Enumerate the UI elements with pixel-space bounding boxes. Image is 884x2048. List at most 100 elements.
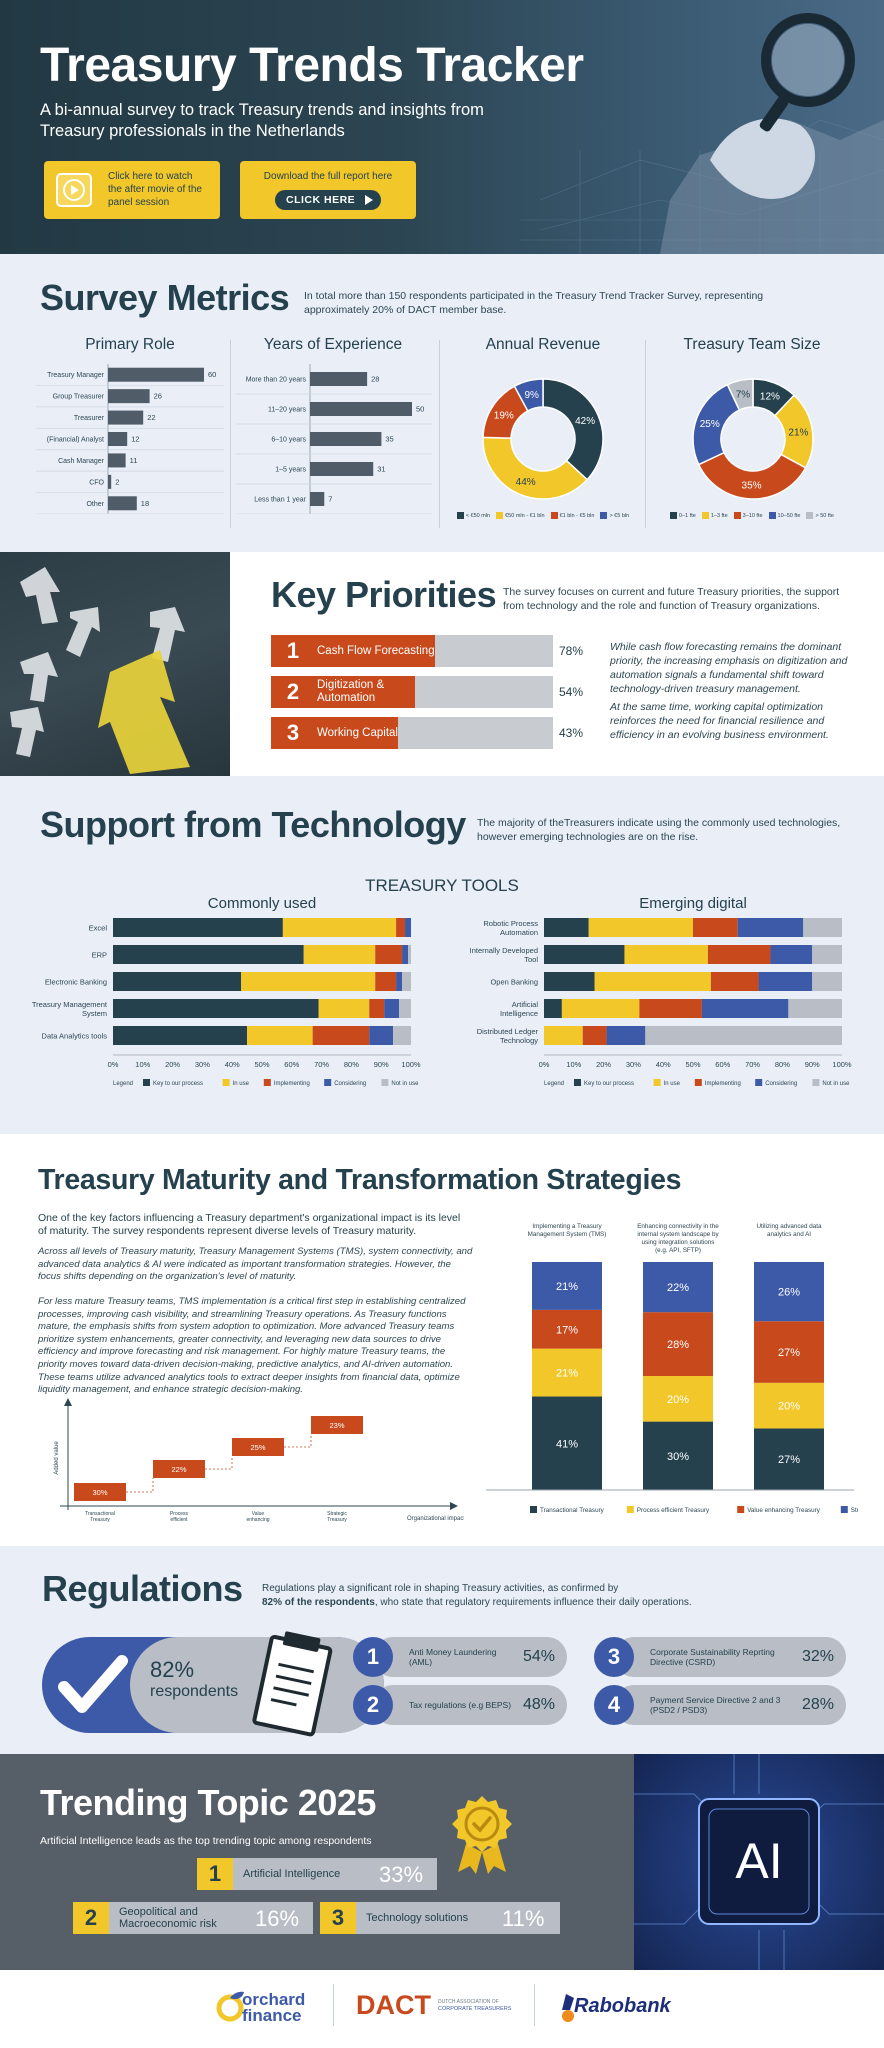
tick-label: 70% (314, 1060, 329, 1069)
priority-number: 1 (281, 635, 305, 667)
click-here-pill[interactable]: CLICK HERE (275, 190, 381, 210)
slice-label: 44% (516, 477, 536, 488)
legend-swatch (812, 1079, 820, 1086)
bar-label: 6–10 years (271, 437, 306, 444)
trending-number: 3 (320, 1902, 356, 1934)
trending-section: Trending Topic 2025 Artificial Intellige… (0, 1754, 884, 1970)
donut-slice (482, 436, 589, 500)
divider (645, 340, 646, 528)
team-size-legend: 0–1 fte 1–3 fte 3–10 fte 10–50 fte > 50 fte (652, 512, 852, 519)
trending-title: Trending Topic 2025 (40, 1782, 376, 1823)
experience-title: Years of Experience (263, 336, 403, 353)
legend-title: Legend (544, 1081, 564, 1087)
stacked-bar-segment (532, 1309, 602, 1349)
footer-logos: orchard finance DACT DUTCH ASSOCIATION O… (0, 1970, 884, 2042)
orchard-finance-logo: orchard finance (216, 1986, 316, 2026)
priority-percent: 43% (559, 726, 584, 740)
segment-label: 22% (667, 1282, 689, 1294)
stacked-bar-segment (544, 999, 562, 1018)
legend-swatch (670, 512, 677, 519)
stacked-bar-segment (113, 1026, 248, 1045)
stacked-bar-segment (588, 918, 693, 937)
bar-label: Treasury Manager (47, 372, 105, 379)
bar-value: 28 (371, 375, 379, 384)
dact-text: DACT (356, 1990, 431, 2020)
stacked-bar-segment (113, 945, 304, 964)
tick-label: 80% (775, 1060, 790, 1069)
regulations-desc-text: Regulations play a significant role in s… (262, 1583, 619, 1594)
segment-label: 26% (778, 1287, 800, 1299)
stacked-bar-segment (318, 999, 370, 1018)
regulation-pill (373, 1637, 567, 1677)
stacked-bar-segment (544, 972, 595, 991)
bar-value: 11 (130, 456, 138, 465)
stacked-bar-segment (532, 1348, 602, 1397)
stacked-bar-segment (770, 945, 813, 964)
stacked-bar-segment (707, 945, 771, 964)
segment-label: 28% (667, 1339, 689, 1351)
legend-item: 3–10 fte (733, 512, 763, 519)
tick-label: 40% (225, 1060, 240, 1069)
category-label: Open Banking (490, 978, 538, 987)
watch-video-label: Click here to watch the after movie of t… (108, 171, 202, 208)
trending-percent: 33% (379, 1862, 424, 1887)
category-label: Data Analytics tools (42, 1032, 108, 1041)
stacked-bar-segment (645, 1026, 842, 1045)
stair-connector (126, 1478, 154, 1493)
bar-value: 60 (208, 370, 216, 379)
stacked-bar-segment (544, 945, 625, 964)
regulation-percent: 54% (523, 1648, 556, 1665)
bar-label: Other (86, 501, 104, 508)
revenue-donut-chart: 42% 44% 19% 9% (482, 378, 604, 500)
trending-number: 1 (197, 1858, 233, 1890)
document-icon (252, 1631, 333, 1737)
donut-slice (542, 378, 604, 481)
legend-label: Key to our process (584, 1081, 634, 1087)
donut-slice (726, 378, 754, 412)
page-title: Treasury Trends Tracker (40, 39, 584, 92)
legend-item: > €5 bln (600, 512, 629, 519)
primary-role-chart: Treasury Manager 60 Group Treasurer 26 Treas… (36, 364, 224, 514)
bar (108, 453, 126, 468)
tick-label: 100% (401, 1060, 421, 1069)
primary-role-title: Primary Role (85, 336, 175, 353)
legend-label: 1–3 fte (710, 512, 728, 519)
legend-item: 10–50 fte (768, 512, 800, 519)
click-here-label: CLICK HERE (286, 194, 356, 206)
legend-swatch (530, 1506, 537, 1513)
column-title: Utilizing advanced data (756, 1223, 822, 1230)
chart-title: Emerging digital (639, 895, 747, 912)
checkmark-icon (58, 1655, 128, 1713)
ai-chip-label: AI (735, 1833, 783, 1889)
tick-label: 50% (685, 1060, 700, 1069)
watch-video-button[interactable]: Click here to watch the after movie of t… (44, 161, 220, 219)
regulation-label: Corporate Sustainability Reprting Direct… (650, 1647, 775, 1667)
legend-swatch (600, 512, 608, 519)
legend-label: < €50 mln (465, 512, 491, 519)
divider (230, 340, 231, 528)
stacked-bar-segment (643, 1376, 713, 1422)
legend-label: Key to our process (153, 1081, 203, 1087)
legend-swatch (840, 1506, 848, 1513)
stacked-bar-segment (803, 918, 842, 937)
stair-step (74, 1483, 126, 1501)
trending-bar (356, 1902, 560, 1934)
regulation-number: 4 (594, 1685, 634, 1725)
regulation-number: 1 (353, 1637, 393, 1677)
slice-label: 19% (494, 410, 514, 421)
legend-label: Strategic Treasury (851, 1507, 858, 1514)
y-axis-label: Added value (54, 1441, 60, 1475)
trending-percent: 16% (255, 1906, 300, 1931)
download-report-button[interactable]: Download the full report here CLICK HERE (240, 161, 416, 219)
tick-label: 60% (284, 1060, 299, 1069)
legend-item: < €50 mln (456, 512, 491, 519)
bar (108, 367, 204, 382)
trending-subtitle: Artificial Intelligence leads as the top… (40, 1835, 372, 1847)
slice-label: 9% (524, 390, 539, 401)
legend-label: Implementing (705, 1081, 741, 1087)
stair-label: 22% (171, 1465, 186, 1474)
respondents-label: respondents (150, 1683, 239, 1700)
tick-label: 10% (135, 1060, 150, 1069)
technology-section: Support from Technology The majority of … (0, 776, 884, 1134)
priority-number: 2 (281, 676, 305, 708)
